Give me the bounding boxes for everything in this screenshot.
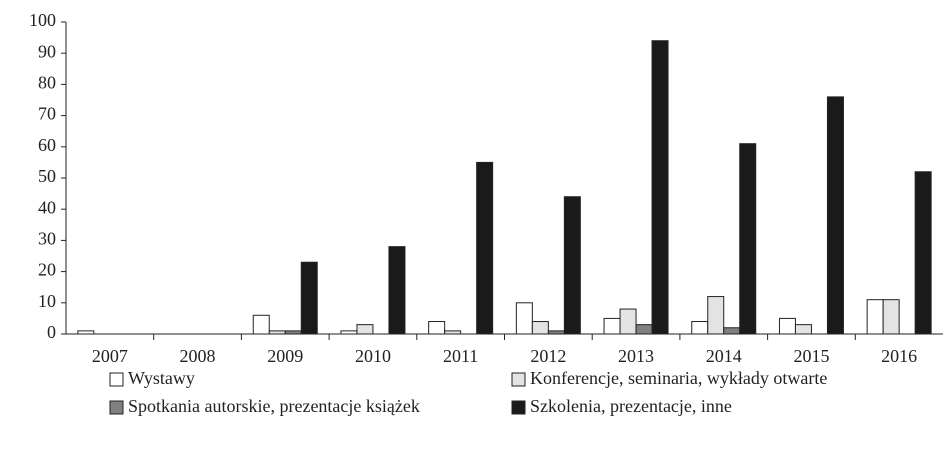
bar (826, 96, 844, 335)
bar (563, 196, 581, 335)
bar (882, 299, 900, 335)
x-tick-label: 2010 (355, 346, 391, 366)
legend-swatch (109, 400, 124, 415)
bar (77, 330, 95, 335)
y-tick-label: 70 (38, 104, 56, 124)
legend-label: Konferencje, seminaria, wykłady otwarte (530, 368, 827, 388)
bar (707, 296, 725, 335)
legend-label: Wystawy (128, 368, 195, 388)
bar (794, 324, 812, 335)
legend-swatch (511, 400, 526, 415)
x-tick-label: 2009 (267, 346, 303, 366)
x-tick-label: 2013 (618, 346, 654, 366)
bar (723, 327, 741, 335)
legend-swatch (109, 372, 124, 387)
bar (252, 314, 270, 335)
x-tick-label: 2007 (92, 346, 128, 366)
legend-label: Szkolenia, prezentacje, inne (530, 396, 732, 416)
y-tick-label: 0 (47, 322, 56, 342)
x-tick-label: 2016 (881, 346, 917, 366)
bar (388, 246, 406, 335)
y-tick-label: 100 (29, 10, 56, 30)
bar (356, 324, 374, 335)
bar (284, 330, 302, 335)
y-tick-label: 80 (38, 73, 56, 93)
x-tick-label: 2015 (793, 346, 829, 366)
bar (444, 330, 462, 335)
y-tick-label: 20 (38, 260, 56, 280)
y-tick-label: 10 (38, 291, 56, 311)
bar (268, 330, 286, 335)
legend-label: Spotkania autorskie, prezentacje książek (128, 396, 420, 416)
bar (340, 330, 358, 335)
bar (428, 321, 446, 335)
bar (914, 171, 932, 335)
x-tick-label: 2012 (530, 346, 566, 366)
x-tick-label: 2008 (180, 346, 216, 366)
bar (635, 324, 653, 335)
bar (531, 321, 549, 335)
y-tick-label: 90 (38, 41, 56, 61)
bar (300, 261, 318, 335)
bar (515, 302, 533, 335)
bar (778, 317, 796, 335)
y-tick-label: 50 (38, 166, 56, 186)
bar (547, 330, 565, 335)
bar (691, 321, 709, 335)
bar (866, 299, 884, 335)
legend-swatch (511, 372, 526, 387)
y-tick-label: 30 (38, 229, 56, 249)
bar (619, 308, 637, 335)
y-tick-label: 60 (38, 135, 56, 155)
bar (476, 161, 494, 335)
x-tick-label: 2011 (443, 346, 478, 366)
bar (651, 40, 669, 335)
x-tick-label: 2014 (706, 346, 742, 366)
y-tick-label: 40 (38, 197, 56, 217)
bar (603, 317, 621, 335)
bar (739, 143, 757, 335)
